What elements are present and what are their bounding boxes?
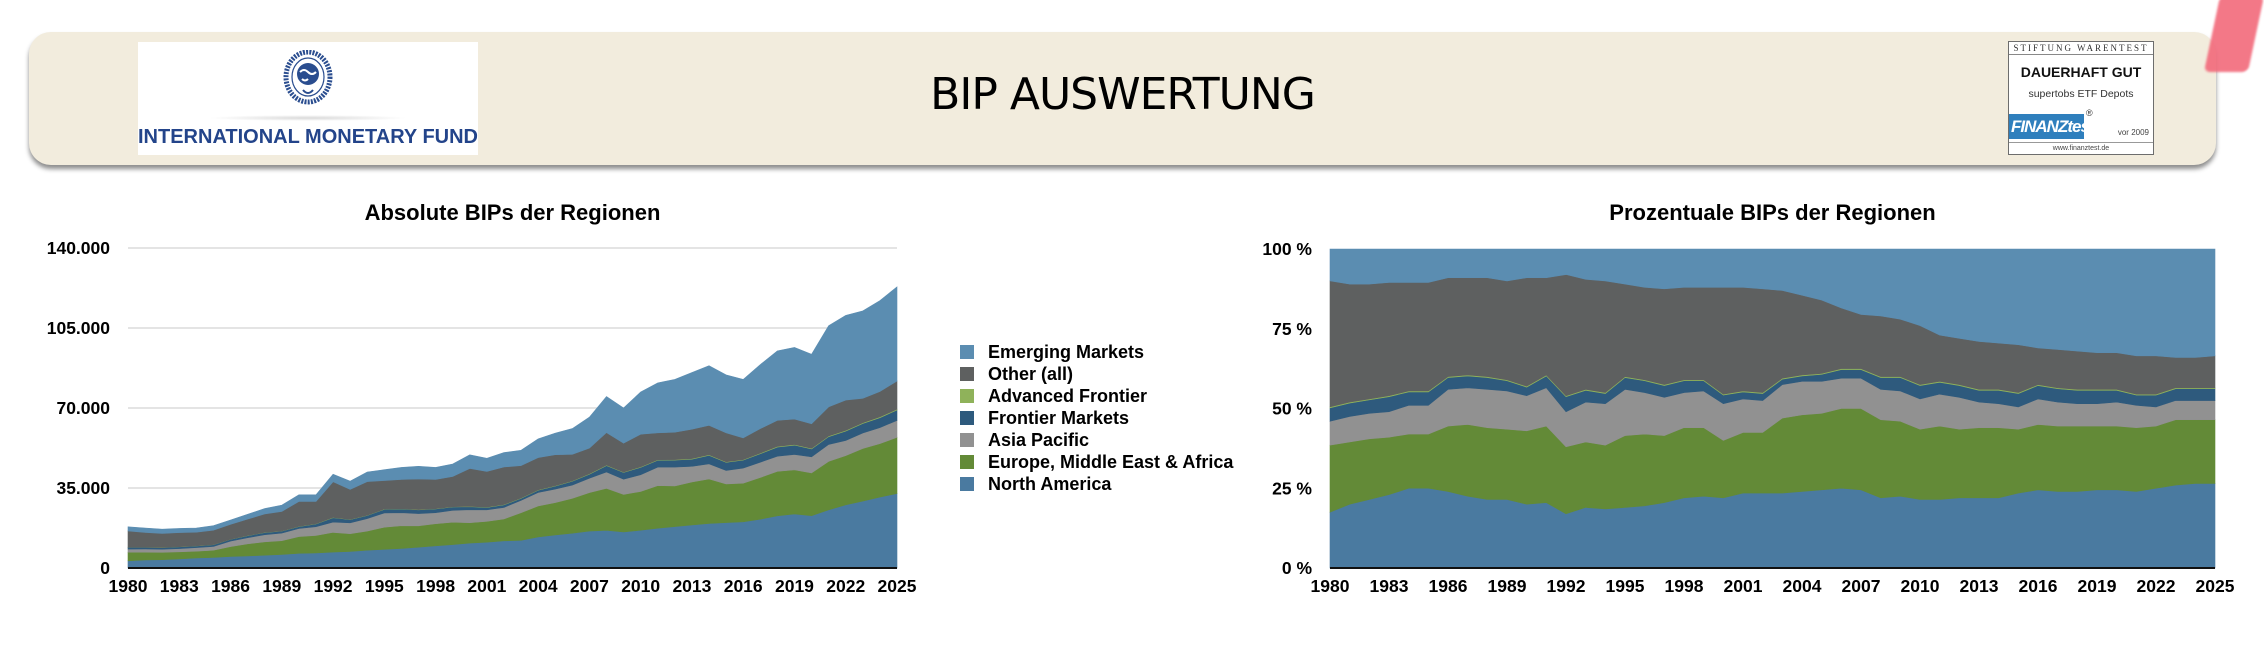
imf-logo-text: INTERNATIONAL MONETARY FUND — [138, 126, 478, 148]
y-tick-label: 25 % — [1272, 478, 1312, 498]
page-title: BIP AUSWERTUNG — [930, 69, 1316, 120]
x-tick-label: 1992 — [1547, 576, 1586, 596]
x-tick-label: 2016 — [724, 576, 763, 596]
x-tick-label: 2010 — [1901, 576, 1940, 596]
area-emerging-markets — [1329, 248, 2216, 358]
x-tick-label: 2025 — [2196, 576, 2235, 596]
legend-item: Asia Pacific — [960, 429, 1233, 451]
x-tick-label: 1998 — [1665, 576, 1704, 596]
legend-swatch — [960, 433, 974, 447]
badge-subline: supertobs ETF Depots — [2028, 88, 2134, 100]
x-tick-label: 2019 — [775, 576, 814, 596]
legend-item: North America — [960, 473, 1233, 495]
y-tick-label: 70.000 — [56, 398, 110, 418]
y-tick-label: 0 % — [1282, 558, 1313, 578]
finanztest-logo: FINANZtest — [2009, 114, 2095, 139]
legend-label: Europe, Middle East & Africa — [988, 451, 1234, 472]
legend-label: Advanced Frontier — [988, 385, 1148, 406]
x-tick-label: 2013 — [1960, 576, 1999, 596]
x-tick-label: 1986 — [211, 576, 250, 596]
x-tick-label: 1986 — [1429, 576, 1468, 596]
badge-headline: DAUERHAFT GUT — [2020, 64, 2142, 80]
badge-top: STIFTUNG WARENTEST — [2009, 42, 2153, 55]
x-tick-label: 2004 — [519, 576, 558, 596]
area-emerging-markets — [127, 286, 898, 534]
legend-item: Emerging Markets — [960, 341, 1233, 363]
x-tick-label: 2013 — [672, 576, 711, 596]
x-tick-label: 1989 — [262, 576, 301, 596]
y-tick-label: 75 % — [1272, 319, 1312, 339]
legend-swatch — [960, 389, 974, 403]
x-tick-label: 1980 — [109, 576, 148, 596]
legend-swatch — [960, 367, 974, 381]
legend-item: Europe, Middle East & Africa — [960, 451, 1233, 473]
y-tick-label: 50 % — [1272, 399, 1312, 419]
y-tick-label: 105.000 — [47, 318, 111, 338]
y-tick-label: 140.000 — [47, 238, 111, 258]
x-tick-label: 1983 — [160, 576, 199, 596]
x-tick-label: 1998 — [416, 576, 455, 596]
legend-label: Frontier Markets — [988, 407, 1130, 428]
x-tick-label: 2016 — [2019, 576, 2058, 596]
x-tick-label: 2007 — [1842, 576, 1881, 596]
y-tick-label: 100 % — [1262, 239, 1312, 259]
header-banner: INTERNATIONAL MONETARY FUND BIP AUSWERTU… — [29, 32, 2216, 165]
badge-url: www.finanztest.de — [2009, 142, 2153, 155]
y-tick-label: 0 — [100, 558, 110, 578]
x-tick-label: 2019 — [2078, 576, 2117, 596]
chart-title-absolute: Absolute BIPs der Regionen — [364, 200, 661, 225]
legend-swatch — [960, 345, 974, 359]
logo-shadow — [208, 115, 408, 121]
x-tick-label: 1995 — [1606, 576, 1645, 596]
legend-label: Other (all) — [988, 363, 1074, 384]
x-tick-label: 2001 — [467, 576, 506, 596]
legend-swatch — [960, 411, 974, 425]
imf-seal-icon — [283, 50, 333, 105]
badge-date: vor 2009 — [2117, 128, 2149, 137]
chart-title-percent: Prozentuale BIPs der Regionen — [1609, 200, 1936, 225]
x-tick-label: 2010 — [621, 576, 660, 596]
x-tick-label: 1995 — [365, 576, 404, 596]
x-tick-label: 1989 — [1488, 576, 1527, 596]
legend-label: Asia Pacific — [988, 429, 1090, 450]
x-tick-label: 1980 — [1311, 576, 1350, 596]
x-tick-label: 2001 — [1724, 576, 1763, 596]
legend-item: Advanced Frontier — [960, 385, 1233, 407]
x-tick-label: 1983 — [1370, 576, 1409, 596]
imf-logo: INTERNATIONAL MONETARY FUND — [138, 42, 478, 155]
x-tick-label: 2007 — [570, 576, 609, 596]
y-tick-label: 35.000 — [56, 478, 110, 498]
legend-swatch — [960, 477, 974, 491]
stiftung-warentest-badge: STIFTUNG WARENTEST DAUERHAFT GUT superto… — [2008, 41, 2154, 155]
area-north-america — [1329, 483, 2216, 569]
legend-label: North America — [988, 473, 1112, 494]
legend-swatch — [960, 455, 974, 469]
x-tick-label: 2022 — [826, 576, 865, 596]
legend-label: Emerging Markets — [988, 341, 1145, 362]
legend-item: Frontier Markets — [960, 407, 1233, 429]
chart-legend: Emerging Markets Other (all) Advanced Fron… — [960, 341, 1233, 495]
x-tick-label: 2022 — [2137, 576, 2176, 596]
x-tick-label: 2004 — [1783, 576, 1822, 596]
x-tick-label: 2025 — [878, 576, 917, 596]
registered-mark: ® — [2086, 108, 2093, 118]
x-tick-label: 1992 — [314, 576, 353, 596]
legend-item: Other (all) — [960, 363, 1233, 385]
